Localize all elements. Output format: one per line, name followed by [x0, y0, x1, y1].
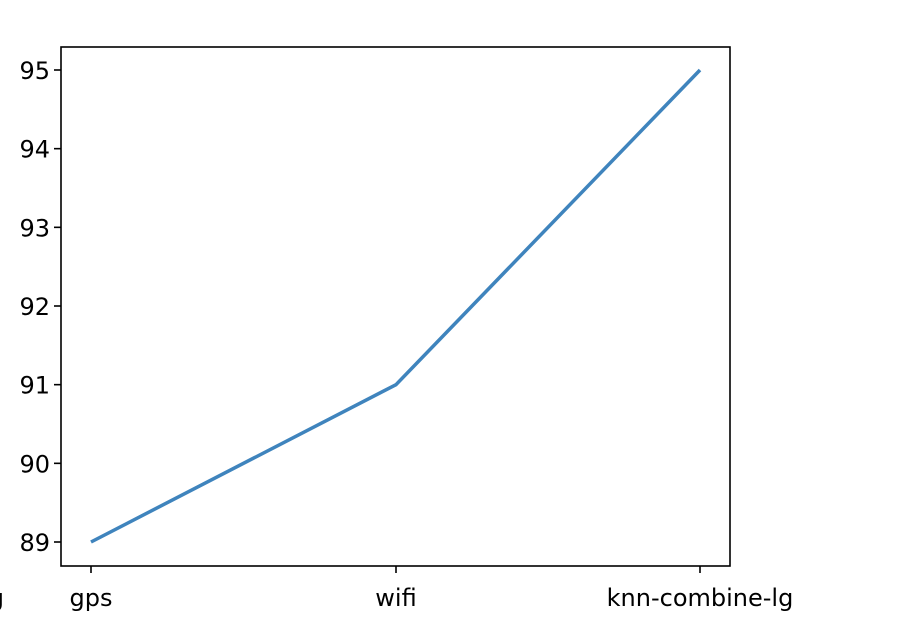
series-line	[90, 68, 702, 544]
y-tick-label: 92	[19, 293, 50, 321]
y-tick-label: 94	[19, 136, 50, 164]
series-layer	[90, 68, 702, 544]
y-tick-label: 93	[19, 214, 50, 242]
x-axis: gps wifi knn-combine-lg	[70, 566, 794, 612]
clipped-left-x-tick-label: g	[0, 584, 4, 612]
y-tick-label: 90	[19, 450, 50, 478]
y-axis: 89 90 91 92 93 94 95	[19, 57, 61, 557]
y-tick-label: 95	[19, 57, 50, 85]
x-tick-label: gps	[70, 584, 113, 612]
plot-area-frame	[60, 46, 731, 567]
x-tick-label: wifi	[375, 584, 416, 612]
y-tick-label: 91	[19, 372, 50, 400]
x-tick-label: knn-combine-lg	[607, 584, 794, 612]
y-tick-label: 89	[19, 529, 50, 557]
